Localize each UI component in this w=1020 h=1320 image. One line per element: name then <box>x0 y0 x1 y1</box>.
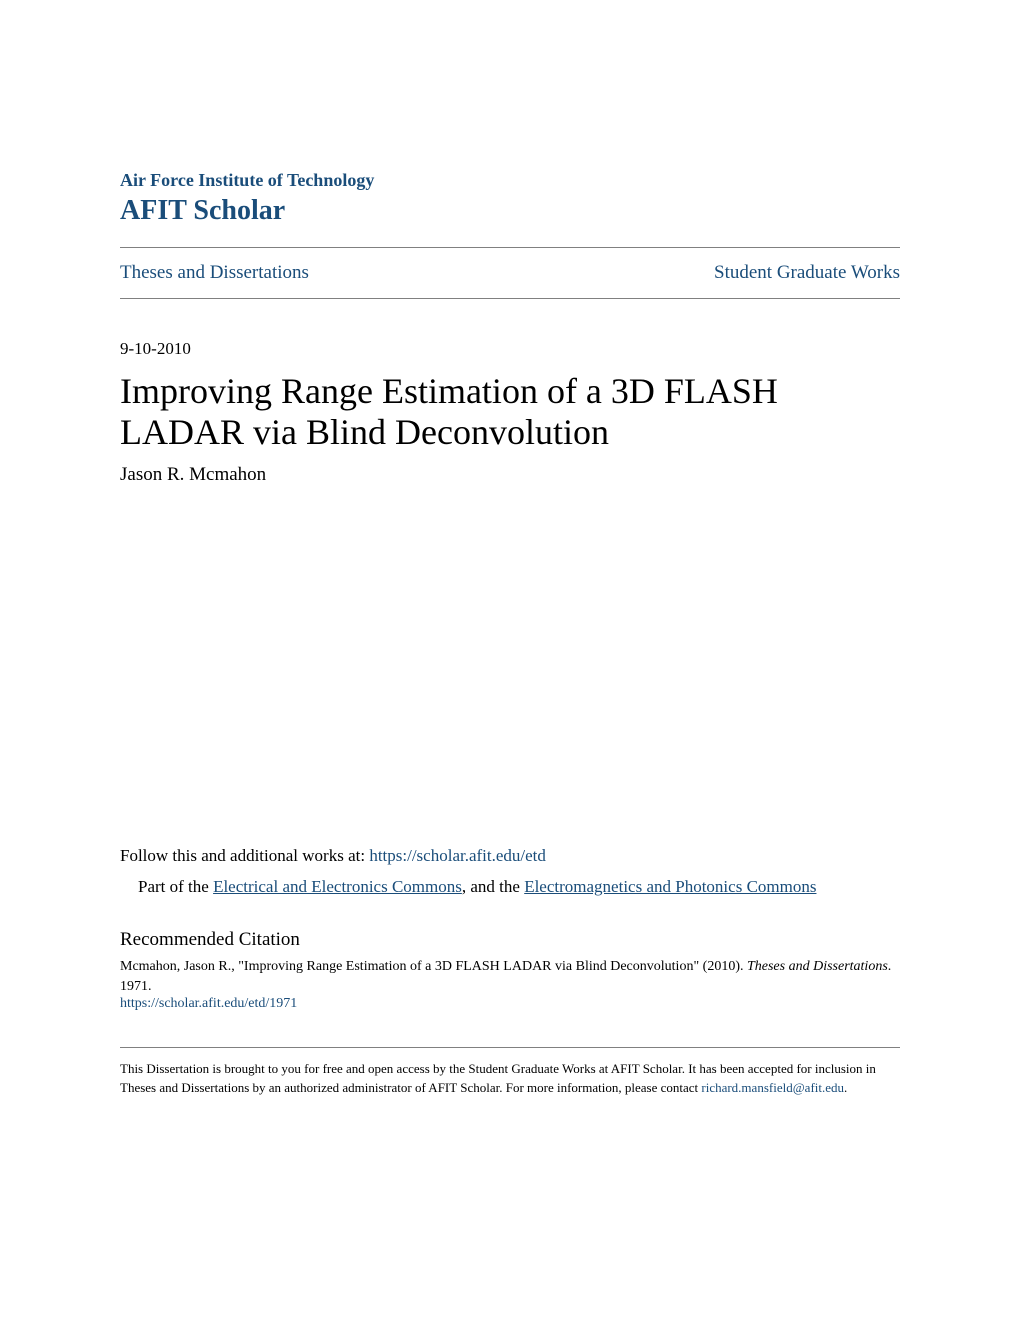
nav-works-link[interactable]: Student Graduate Works <box>714 262 900 284</box>
citation-series: Theses and Dissertations <box>747 959 888 974</box>
commons-link-1[interactable]: Electrical and Electronics Commons <box>213 877 462 896</box>
footer-divider <box>120 1047 900 1048</box>
footer-suffix: . <box>844 1080 847 1095</box>
commons-link-2[interactable]: Electromagnetics and Photonics Commons <box>524 877 816 896</box>
part-prefix: Part of the <box>138 877 213 896</box>
follow-section: Follow this and additional works at: htt… <box>120 846 900 866</box>
nav-collection-link[interactable]: Theses and Dissertations <box>120 262 309 284</box>
nav-row: Theses and Dissertations Student Graduat… <box>120 248 900 298</box>
follow-url-link[interactable]: https://scholar.afit.edu/etd <box>369 846 546 865</box>
contact-email-link[interactable]: richard.mansfield@afit.edu <box>701 1080 844 1095</box>
publication-date: 9-10-2010 <box>120 339 900 359</box>
repository-name[interactable]: AFIT Scholar <box>120 195 900 227</box>
citation-prefix: Mcmahon, Jason R., "Improving Range Esti… <box>120 959 747 974</box>
citation-heading: Recommended Citation <box>120 929 900 951</box>
document-title: Improving Range Estimation of a 3D FLASH… <box>120 371 900 454</box>
follow-prefix: Follow this and additional works at: <box>120 846 369 865</box>
citation-url-link[interactable]: https://scholar.afit.edu/etd/1971 <box>120 996 900 1012</box>
footer-text: This Dissertation is brought to you for … <box>120 1060 900 1096</box>
institution-name: Air Force Institute of Technology <box>120 170 900 191</box>
part-mid: , and the <box>462 877 524 896</box>
part-of-section: Part of the Electrical and Electronics C… <box>120 874 900 900</box>
author-name: Jason R. Mcmahon <box>120 464 900 486</box>
citation-text: Mcmahon, Jason R., "Improving Range Esti… <box>120 957 900 996</box>
header-divider-bottom <box>120 298 900 299</box>
